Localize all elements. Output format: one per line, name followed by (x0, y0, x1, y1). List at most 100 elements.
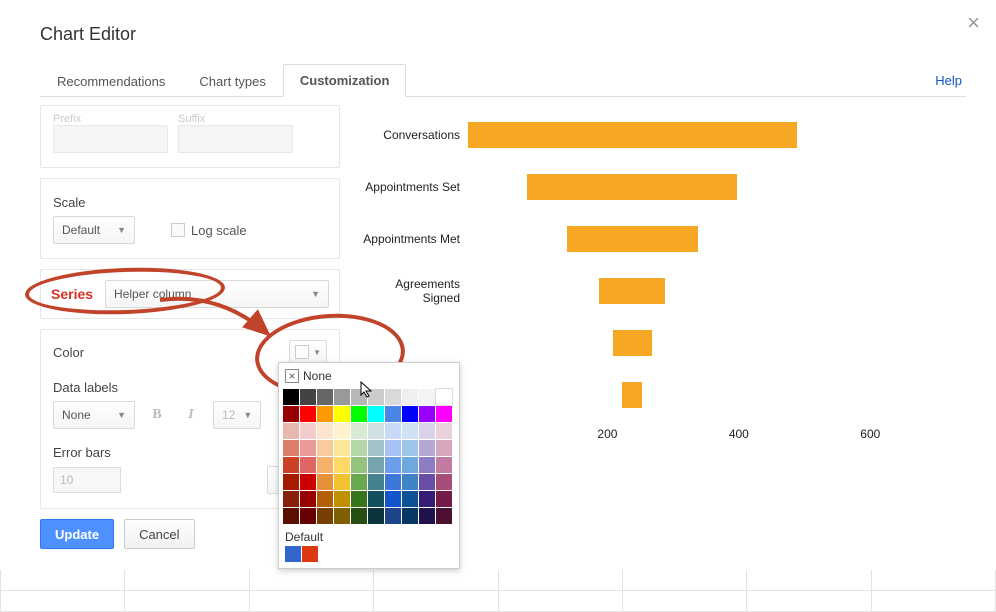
color-swatch[interactable] (419, 406, 435, 422)
color-swatch[interactable] (317, 457, 333, 473)
color-swatch[interactable] (436, 423, 452, 439)
color-swatch[interactable] (334, 457, 350, 473)
color-swatch[interactable] (436, 491, 452, 507)
color-swatch[interactable] (419, 457, 435, 473)
color-swatch[interactable] (368, 457, 384, 473)
color-swatch[interactable] (334, 491, 350, 507)
color-swatch[interactable] (385, 389, 401, 405)
series-select[interactable]: Helper column▼ (105, 280, 329, 308)
color-swatch[interactable] (300, 440, 316, 456)
color-swatch-default[interactable] (302, 546, 318, 562)
color-swatch[interactable] (317, 508, 333, 524)
color-swatch[interactable] (419, 440, 435, 456)
color-swatch[interactable] (334, 406, 350, 422)
color-swatch[interactable] (283, 457, 299, 473)
color-swatch[interactable] (402, 491, 418, 507)
tab-chart-types[interactable]: Chart types (182, 65, 282, 97)
color-swatch[interactable] (334, 389, 350, 405)
color-swatch[interactable] (385, 491, 401, 507)
color-swatch[interactable] (283, 508, 299, 524)
color-swatch[interactable] (419, 491, 435, 507)
color-swatch[interactable] (317, 389, 333, 405)
color-swatch[interactable] (419, 474, 435, 490)
tab-recommendations[interactable]: Recommendations (40, 65, 182, 97)
color-swatch[interactable] (317, 491, 333, 507)
color-swatch[interactable] (402, 508, 418, 524)
color-swatch[interactable] (385, 440, 401, 456)
color-swatch[interactable] (436, 440, 452, 456)
color-swatch[interactable] (283, 406, 299, 422)
color-swatch[interactable] (436, 406, 452, 422)
color-swatch[interactable] (368, 389, 384, 405)
color-swatch[interactable] (368, 491, 384, 507)
color-swatch-default[interactable] (285, 546, 301, 562)
color-swatch[interactable] (334, 474, 350, 490)
color-swatch[interactable] (385, 508, 401, 524)
color-swatch[interactable] (368, 474, 384, 490)
help-link[interactable]: Help (931, 65, 966, 96)
color-swatch[interactable] (283, 474, 299, 490)
color-swatch[interactable] (334, 423, 350, 439)
close-icon[interactable]: × (967, 10, 980, 36)
color-swatch[interactable] (402, 389, 418, 405)
color-swatch[interactable] (317, 440, 333, 456)
color-swatch[interactable] (436, 457, 452, 473)
color-none-option[interactable]: × None (283, 367, 455, 389)
color-swatch[interactable] (419, 508, 435, 524)
color-swatch[interactable] (283, 491, 299, 507)
color-swatch[interactable] (368, 406, 384, 422)
color-swatch[interactable] (436, 389, 452, 405)
font-size-select[interactable]: 12▼ (213, 401, 261, 429)
color-swatch[interactable] (283, 389, 299, 405)
color-swatch[interactable] (368, 508, 384, 524)
color-swatch[interactable] (317, 406, 333, 422)
color-swatch[interactable] (351, 457, 367, 473)
color-swatch[interactable] (300, 389, 316, 405)
series-color-button[interactable]: ▼ (289, 340, 327, 364)
color-swatch[interactable] (317, 474, 333, 490)
color-swatch[interactable] (402, 440, 418, 456)
error-bars-input[interactable] (53, 467, 121, 493)
color-swatch[interactable] (351, 389, 367, 405)
color-swatch[interactable] (351, 423, 367, 439)
color-swatch[interactable] (368, 423, 384, 439)
update-button[interactable]: Update (40, 519, 114, 549)
color-swatch[interactable] (385, 457, 401, 473)
color-swatch[interactable] (334, 440, 350, 456)
color-swatch[interactable] (300, 423, 316, 439)
color-swatch[interactable] (419, 423, 435, 439)
tab-customization[interactable]: Customization (283, 64, 407, 97)
color-swatch[interactable] (334, 508, 350, 524)
color-swatch[interactable] (385, 406, 401, 422)
suffix-input[interactable] (178, 125, 293, 153)
color-swatch[interactable] (385, 474, 401, 490)
color-swatch[interactable] (368, 440, 384, 456)
color-swatch[interactable] (300, 457, 316, 473)
color-swatch[interactable] (300, 508, 316, 524)
color-swatch[interactable] (385, 423, 401, 439)
color-swatch[interactable] (351, 440, 367, 456)
color-swatch[interactable] (419, 389, 435, 405)
cancel-button[interactable]: Cancel (124, 519, 194, 549)
color-swatch[interactable] (436, 474, 452, 490)
color-swatch[interactable] (300, 406, 316, 422)
color-swatch[interactable] (283, 440, 299, 456)
color-swatch[interactable] (351, 491, 367, 507)
data-labels-select[interactable]: None▼ (53, 401, 135, 429)
color-swatch[interactable] (351, 508, 367, 524)
color-swatch[interactable] (402, 457, 418, 473)
log-scale-checkbox[interactable]: Log scale (171, 223, 247, 238)
color-swatch[interactable] (402, 423, 418, 439)
italic-icon[interactable]: I (179, 403, 203, 427)
color-swatch[interactable] (351, 406, 367, 422)
color-swatch[interactable] (402, 474, 418, 490)
color-swatch[interactable] (351, 474, 367, 490)
prefix-input[interactable] (53, 125, 168, 153)
scale-select[interactable]: Default▼ (53, 216, 135, 244)
color-swatch[interactable] (436, 508, 452, 524)
color-swatch[interactable] (300, 491, 316, 507)
color-swatch[interactable] (300, 474, 316, 490)
color-swatch[interactable] (402, 406, 418, 422)
color-swatch[interactable] (317, 423, 333, 439)
bold-icon[interactable]: B (145, 403, 169, 427)
